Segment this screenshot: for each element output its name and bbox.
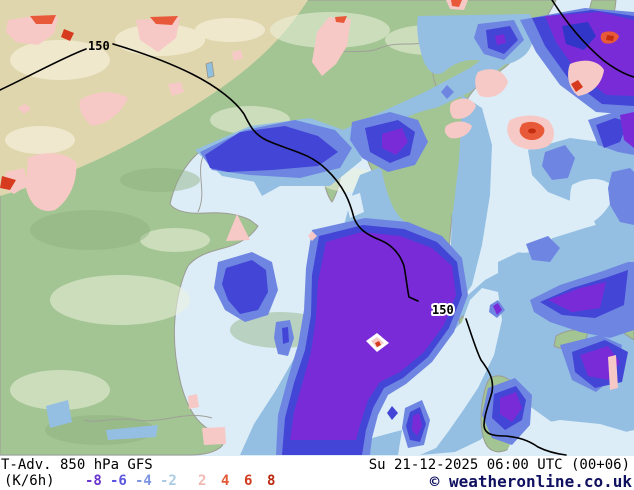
valid-time-label: Su 21-12-2025 06:00 UTC (00+06): [368, 457, 630, 473]
legend-value: 2: [198, 473, 207, 489]
contour-label-150-north: 150: [88, 39, 110, 53]
terrain-texture-layer: [0, 0, 475, 445]
legend-value: -4: [135, 473, 152, 489]
advection-pos2-layer: [4, 0, 618, 445]
contour-layer: [0, 0, 634, 456]
jeju-warm-spot: [366, 333, 389, 352]
legend-value: -6: [110, 473, 127, 489]
contour-label-150-south: 150: [432, 303, 454, 317]
korea-east-coast-strip: [450, 95, 492, 305]
caption-row-1: T-Adv. 850 hPa GFS Su 21-12-2025 06:00 U…: [0, 457, 634, 473]
lake: [205, 61, 215, 79]
legend-value: -8: [85, 473, 102, 489]
legend-value: 8: [267, 473, 276, 489]
legend-value: 6: [244, 473, 253, 489]
weather-map: 150 150: [0, 0, 634, 456]
advection-pos6-layer: [0, 29, 583, 190]
advection-pos8-layer: [528, 35, 614, 134]
parameter-label: T-Adv. 850 hPa GFS: [1, 457, 153, 473]
copyright-link[interactable]: © weatheronline.co.uk: [429, 472, 632, 490]
legend-value: 4: [221, 473, 230, 489]
units-label: (K/6h): [4, 473, 55, 489]
legend-value: -2: [160, 473, 177, 489]
